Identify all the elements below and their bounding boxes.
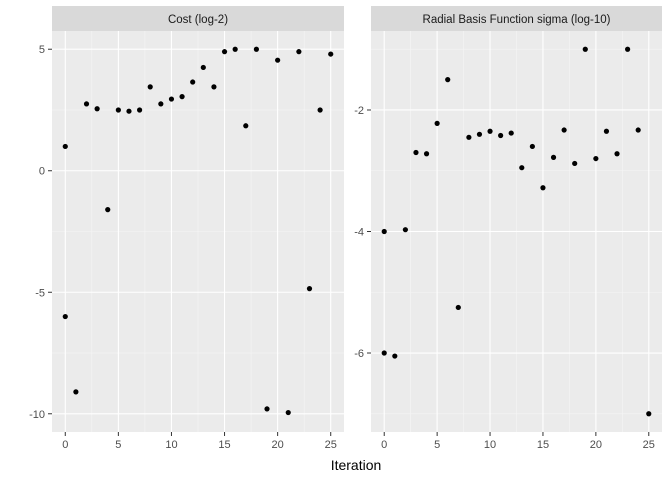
- data-point: [83, 101, 90, 107]
- data-point: [572, 160, 578, 167]
- data-point: [498, 132, 504, 139]
- data-point: [582, 46, 588, 52]
- data-point: [275, 57, 281, 63]
- data-point: [445, 77, 451, 83]
- data-point: [508, 130, 514, 136]
- facet-strip-label: Cost (log-2): [168, 14, 228, 26]
- facet-strip: [371, 6, 662, 31]
- data-point: [158, 101, 164, 107]
- y-tick-label: 5: [39, 44, 45, 56]
- data-point: [179, 94, 185, 100]
- data-point: [306, 286, 313, 292]
- data-point: [232, 46, 238, 52]
- y-tick-label: -10: [29, 409, 45, 421]
- data-point: [190, 79, 196, 85]
- data-point: [519, 165, 525, 171]
- x-tick-label: 10: [165, 439, 177, 451]
- facet-strip-label: Radial Basis Function sigma (log-10): [423, 14, 611, 26]
- x-tick-label: 0: [62, 439, 68, 451]
- data-point: [264, 406, 270, 412]
- data-point: [168, 96, 175, 102]
- data-point: [317, 107, 323, 113]
- data-point: [211, 84, 217, 90]
- x-tick-label: 10: [484, 439, 496, 451]
- data-point: [200, 64, 206, 71]
- data-point: [105, 207, 111, 213]
- data-point: [487, 128, 493, 134]
- y-tick-label: -5: [35, 287, 45, 299]
- data-point: [434, 120, 440, 126]
- x-tick-label: 20: [272, 439, 284, 451]
- data-point: [243, 123, 249, 129]
- panel-1: Cost (log-2) 0 5 10 15 20 25 -10 -5 0 5: [29, 6, 344, 451]
- data-point: [126, 108, 132, 114]
- data-point: [635, 127, 641, 133]
- data-point: [550, 154, 557, 160]
- x-tick-label: 25: [325, 439, 337, 451]
- data-point: [115, 107, 121, 113]
- data-point: [476, 131, 483, 137]
- data-point: [625, 46, 631, 52]
- y-tick-label: -6: [354, 348, 364, 360]
- data-point: [221, 49, 228, 55]
- y-tick-label: -2: [354, 105, 364, 117]
- data-point: [561, 127, 567, 133]
- data-point: [593, 155, 599, 162]
- x-tick-label: 0: [381, 439, 387, 451]
- x-tick-label: 25: [643, 439, 655, 451]
- data-point: [423, 151, 430, 157]
- data-point: [413, 149, 419, 156]
- data-point: [328, 51, 334, 57]
- x-tick-label: 15: [218, 439, 230, 451]
- data-point: [466, 134, 472, 140]
- data-point: [455, 304, 461, 311]
- x-axis-title: Iteration: [331, 457, 382, 473]
- data-point: [253, 46, 259, 52]
- x-tick-label: 20: [590, 439, 602, 451]
- data-point: [392, 353, 398, 359]
- data-point: [603, 128, 610, 134]
- data-point: [73, 389, 79, 395]
- data-point: [614, 151, 620, 157]
- data-point: [62, 143, 68, 150]
- panel-2: Radial Basis Function sigma (log-10) 0 5 10…: [354, 6, 662, 451]
- x-tick-label: 15: [537, 439, 549, 451]
- data-point: [646, 411, 652, 417]
- data-point: [94, 106, 100, 112]
- data-point: [402, 227, 408, 233]
- data-point: [137, 107, 143, 113]
- x-tick-label: 5: [434, 439, 440, 451]
- data-point: [285, 409, 291, 416]
- facet-strip: [52, 6, 344, 31]
- y-tick-label: 0: [39, 166, 45, 178]
- data-point: [381, 228, 387, 235]
- data-point: [62, 313, 68, 320]
- y-tick-label: -4: [354, 227, 364, 239]
- data-point: [381, 350, 387, 356]
- data-point: [147, 84, 153, 90]
- data-point: [529, 143, 535, 150]
- data-point: [296, 49, 302, 55]
- data-point: [540, 185, 546, 191]
- x-tick-label: 5: [115, 439, 121, 451]
